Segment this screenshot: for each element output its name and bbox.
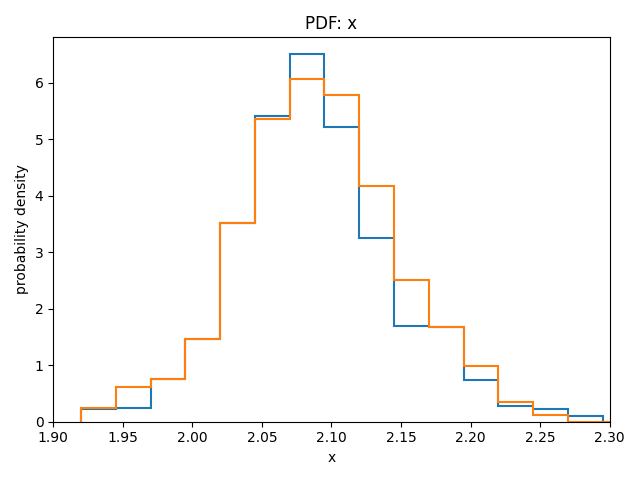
X-axis label: x: x — [327, 451, 335, 465]
Y-axis label: probability density: probability density — [15, 165, 29, 294]
Title: PDF: x: PDF: x — [305, 15, 358, 33]
